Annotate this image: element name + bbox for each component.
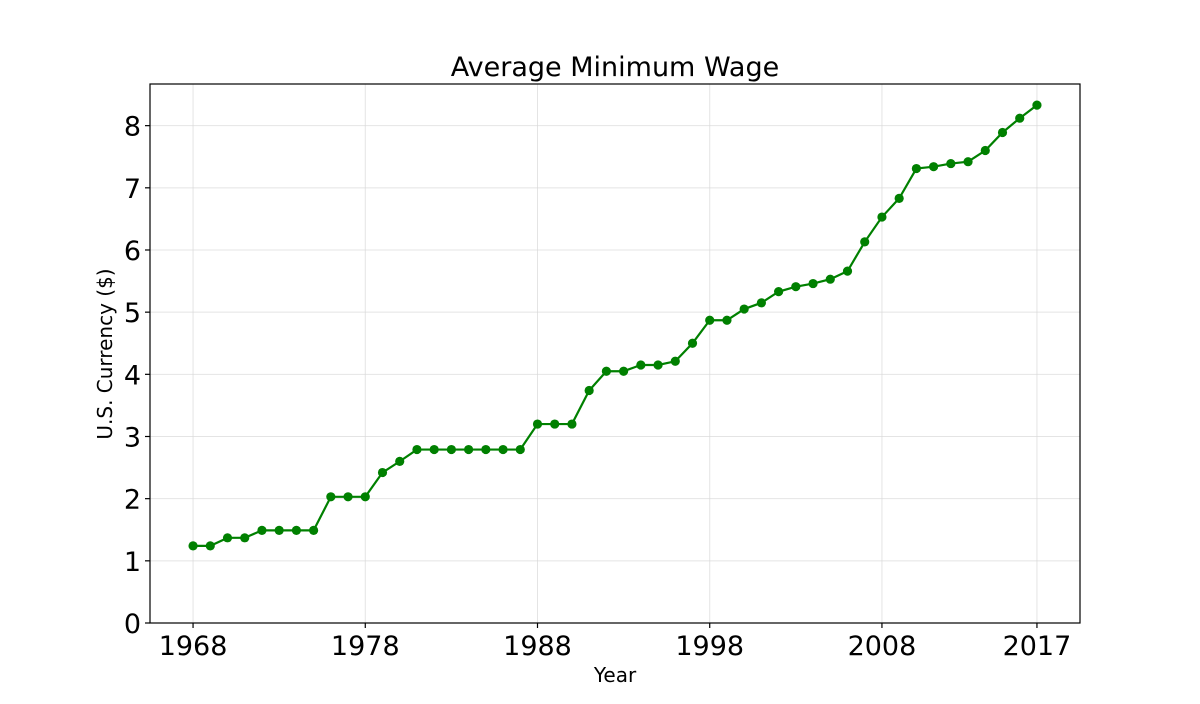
data-point-marker <box>205 541 215 551</box>
data-point-marker <box>412 444 422 455</box>
data-point-marker <box>946 158 956 169</box>
x-tick-label: 1968 <box>159 631 228 662</box>
data-point-marker <box>257 525 267 535</box>
data-point-marker <box>705 315 715 325</box>
data-point-marker <box>360 492 370 502</box>
x-tick-label: 1988 <box>503 631 572 662</box>
plot-frame <box>149 83 1081 624</box>
data-point-marker <box>550 419 560 429</box>
data-point-marker <box>377 467 388 478</box>
data-point-marker <box>395 456 405 466</box>
data-point-marker <box>188 541 198 551</box>
data-point-marker <box>291 525 301 535</box>
data-point-marker <box>791 282 801 292</box>
series-line <box>193 104 1038 548</box>
y-tick-label: 5 <box>124 298 141 329</box>
data-point-marker <box>687 338 698 348</box>
data-point-marker <box>222 533 233 543</box>
data-point-marker <box>1032 100 1042 110</box>
data-point-marker <box>429 444 439 455</box>
data-point-marker <box>860 237 870 247</box>
data-point-marker <box>808 278 818 289</box>
x-tick-label: 1978 <box>331 631 400 662</box>
chart-title: Average Minimum Wage <box>451 52 779 83</box>
data-point-marker <box>911 163 921 174</box>
y-tick-label: 3 <box>124 422 141 453</box>
data-point-marker <box>825 274 835 284</box>
data-point-marker <box>515 444 525 455</box>
data-point-marker <box>756 298 766 308</box>
data-point-marker <box>567 419 577 429</box>
data-point-marker <box>929 162 939 172</box>
x-axis-label: Year <box>593 663 637 687</box>
data-point-marker <box>894 193 904 203</box>
data-point-marker <box>653 360 663 370</box>
data-point-marker <box>343 492 353 502</box>
y-tick-label: 7 <box>124 174 141 205</box>
y-tick-label: 6 <box>124 236 141 267</box>
y-tick-label: 1 <box>124 547 141 578</box>
data-point-marker <box>274 525 284 535</box>
data-point-marker <box>446 444 456 455</box>
data-point-marker <box>739 304 749 314</box>
data-point-marker <box>1015 113 1025 123</box>
y-axis-label: U.S. Currency ($) <box>93 268 117 439</box>
data-point-marker <box>636 360 646 370</box>
data-point-marker <box>601 366 611 376</box>
grid <box>150 84 1080 624</box>
data-point-marker <box>980 145 990 156</box>
axis-ticks: 1968 1978 1988 1998 2008 2017 0 1 2 3 4 5 6 7 8 <box>124 112 1071 662</box>
y-tick-label: 4 <box>124 360 141 391</box>
data-point-marker <box>997 127 1008 138</box>
x-tick-label: 2008 <box>848 631 917 662</box>
y-tick-label: 2 <box>124 485 141 516</box>
data-point-marker <box>326 492 336 502</box>
x-tick-label: 1998 <box>675 631 744 662</box>
x-tick-label: 2017 <box>1003 631 1072 662</box>
data-point-marker <box>464 444 474 455</box>
y-tick-label: 8 <box>124 112 141 143</box>
data-point-marker <box>498 444 508 455</box>
data-point-marker <box>722 315 732 325</box>
data-point-marker <box>309 525 319 535</box>
data-point-marker <box>842 266 853 276</box>
data-point-marker <box>877 212 887 222</box>
series-layer <box>188 100 1042 551</box>
data-point-marker <box>963 157 973 167</box>
y-tick-label: 0 <box>124 609 141 640</box>
data-point-marker <box>774 287 784 297</box>
data-point-marker <box>532 419 543 429</box>
data-point-marker <box>240 533 250 543</box>
data-point-marker <box>619 366 629 376</box>
data-point-marker <box>670 356 680 366</box>
data-point-marker <box>584 385 594 396</box>
data-point-marker <box>481 444 491 455</box>
